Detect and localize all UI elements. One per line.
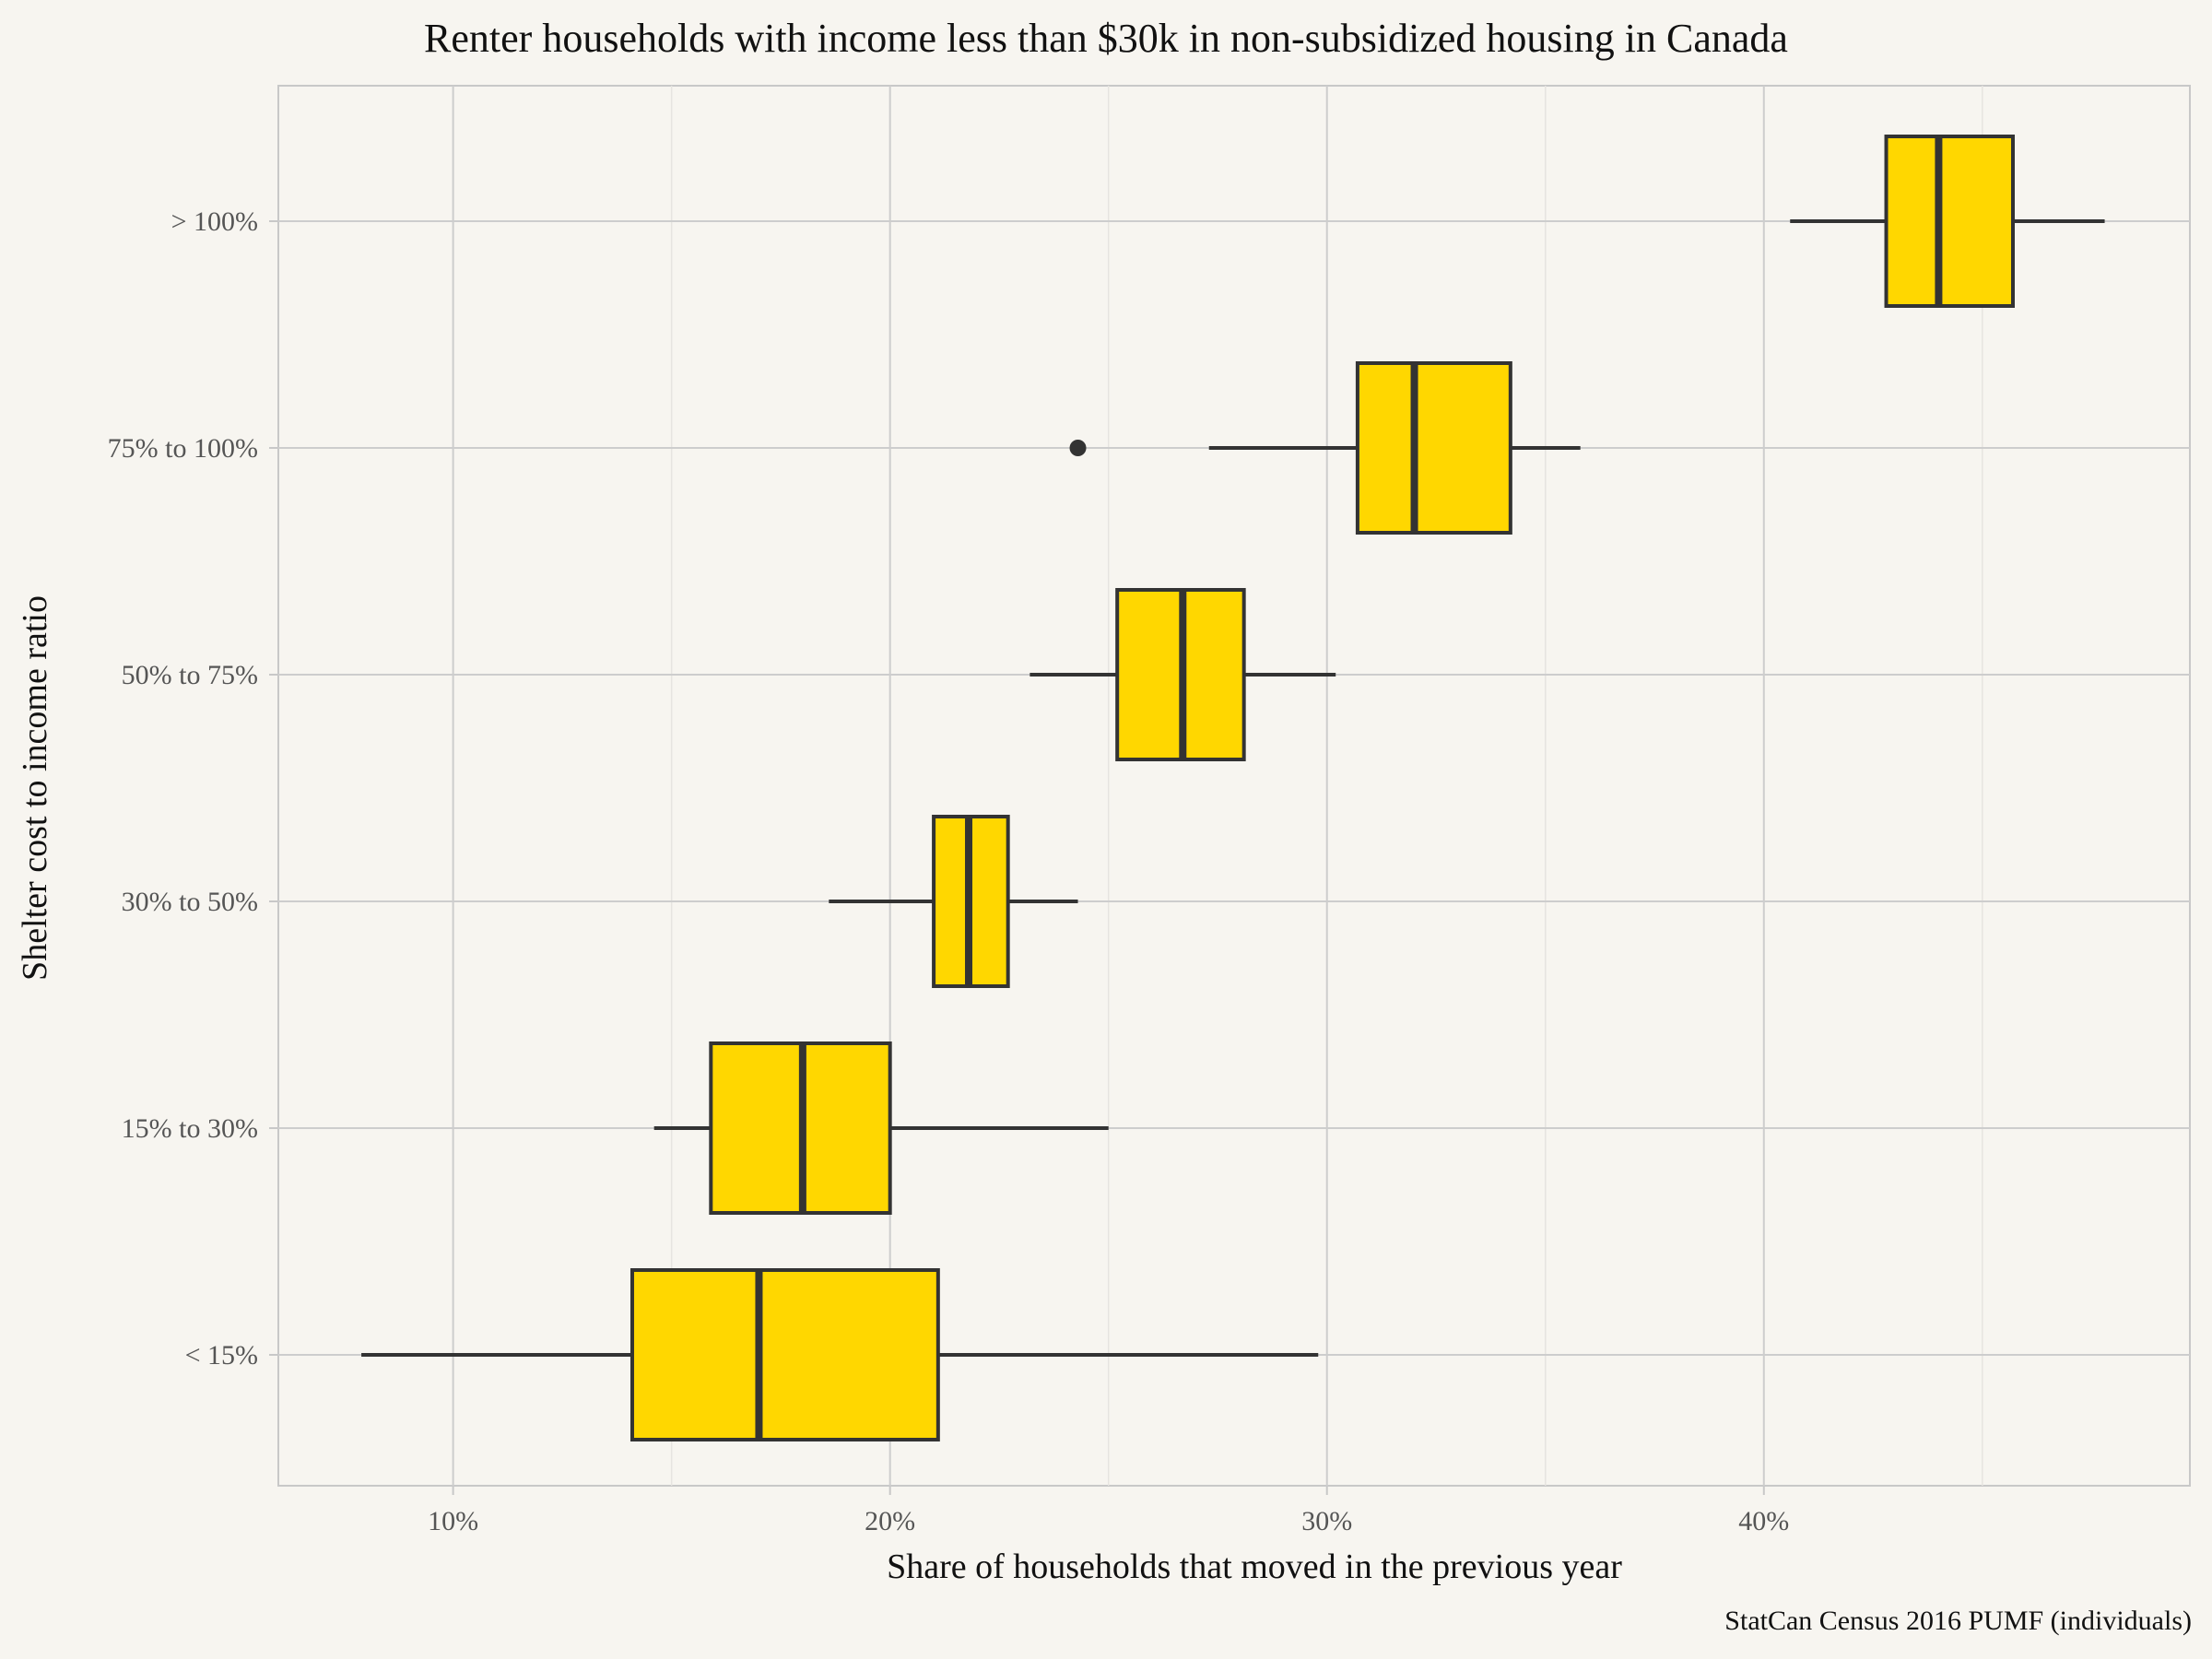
x-tick-label: 20% bbox=[865, 1506, 915, 1536]
x-tick-label: 30% bbox=[1301, 1506, 1352, 1536]
box bbox=[1355, 361, 1512, 535]
plot-panel bbox=[277, 85, 2191, 1487]
box bbox=[629, 1268, 940, 1441]
source-caption: StatCan Census 2016 PUMF (individuals) bbox=[1724, 1606, 2192, 1636]
x-tick-label: 10% bbox=[428, 1506, 478, 1536]
chart-title: Renter households with income less than … bbox=[424, 16, 1788, 61]
x-axis-title: Share of households that moved in the pr… bbox=[887, 1547, 1622, 1586]
y-axis-title: Shelter cost to income ratio bbox=[16, 595, 54, 981]
plot-area: 10% 20% 30% 40% < 15% 15% to 30% 30% to 50% 50%… bbox=[108, 85, 2191, 1536]
y-tick-label: 15% to 30% bbox=[122, 1113, 258, 1144]
box bbox=[1884, 135, 2016, 308]
y-tick-label: > 100% bbox=[171, 206, 258, 237]
outlier-point bbox=[1069, 440, 1087, 456]
y-tick-label: 50% to 75% bbox=[122, 660, 258, 690]
x-tick-label: 40% bbox=[1738, 1506, 1789, 1536]
y-tick-label: < 15% bbox=[185, 1340, 258, 1371]
y-tick-label: 30% to 50% bbox=[122, 887, 258, 917]
y-tick-label: 75% to 100% bbox=[108, 433, 258, 464]
